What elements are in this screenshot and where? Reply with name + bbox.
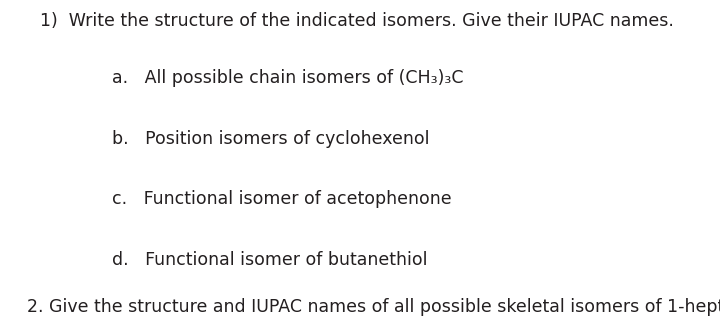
Text: d.   Functional isomer of butanethiol: d. Functional isomer of butanethiol xyxy=(112,251,427,269)
Text: 2. Give the structure and IUPAC names of all possible skeletal isomers of 1-hept: 2. Give the structure and IUPAC names of… xyxy=(27,298,720,317)
Text: a.   All possible chain isomers of (CH₃)₃C: a. All possible chain isomers of (CH₃)₃C xyxy=(112,69,463,88)
Text: 1)  Write the structure of the indicated isomers. Give their IUPAC names.: 1) Write the structure of the indicated … xyxy=(40,12,673,30)
Text: b.   Position isomers of cyclohexenol: b. Position isomers of cyclohexenol xyxy=(112,130,429,148)
Text: c.   Functional isomer of acetophenone: c. Functional isomer of acetophenone xyxy=(112,190,451,209)
